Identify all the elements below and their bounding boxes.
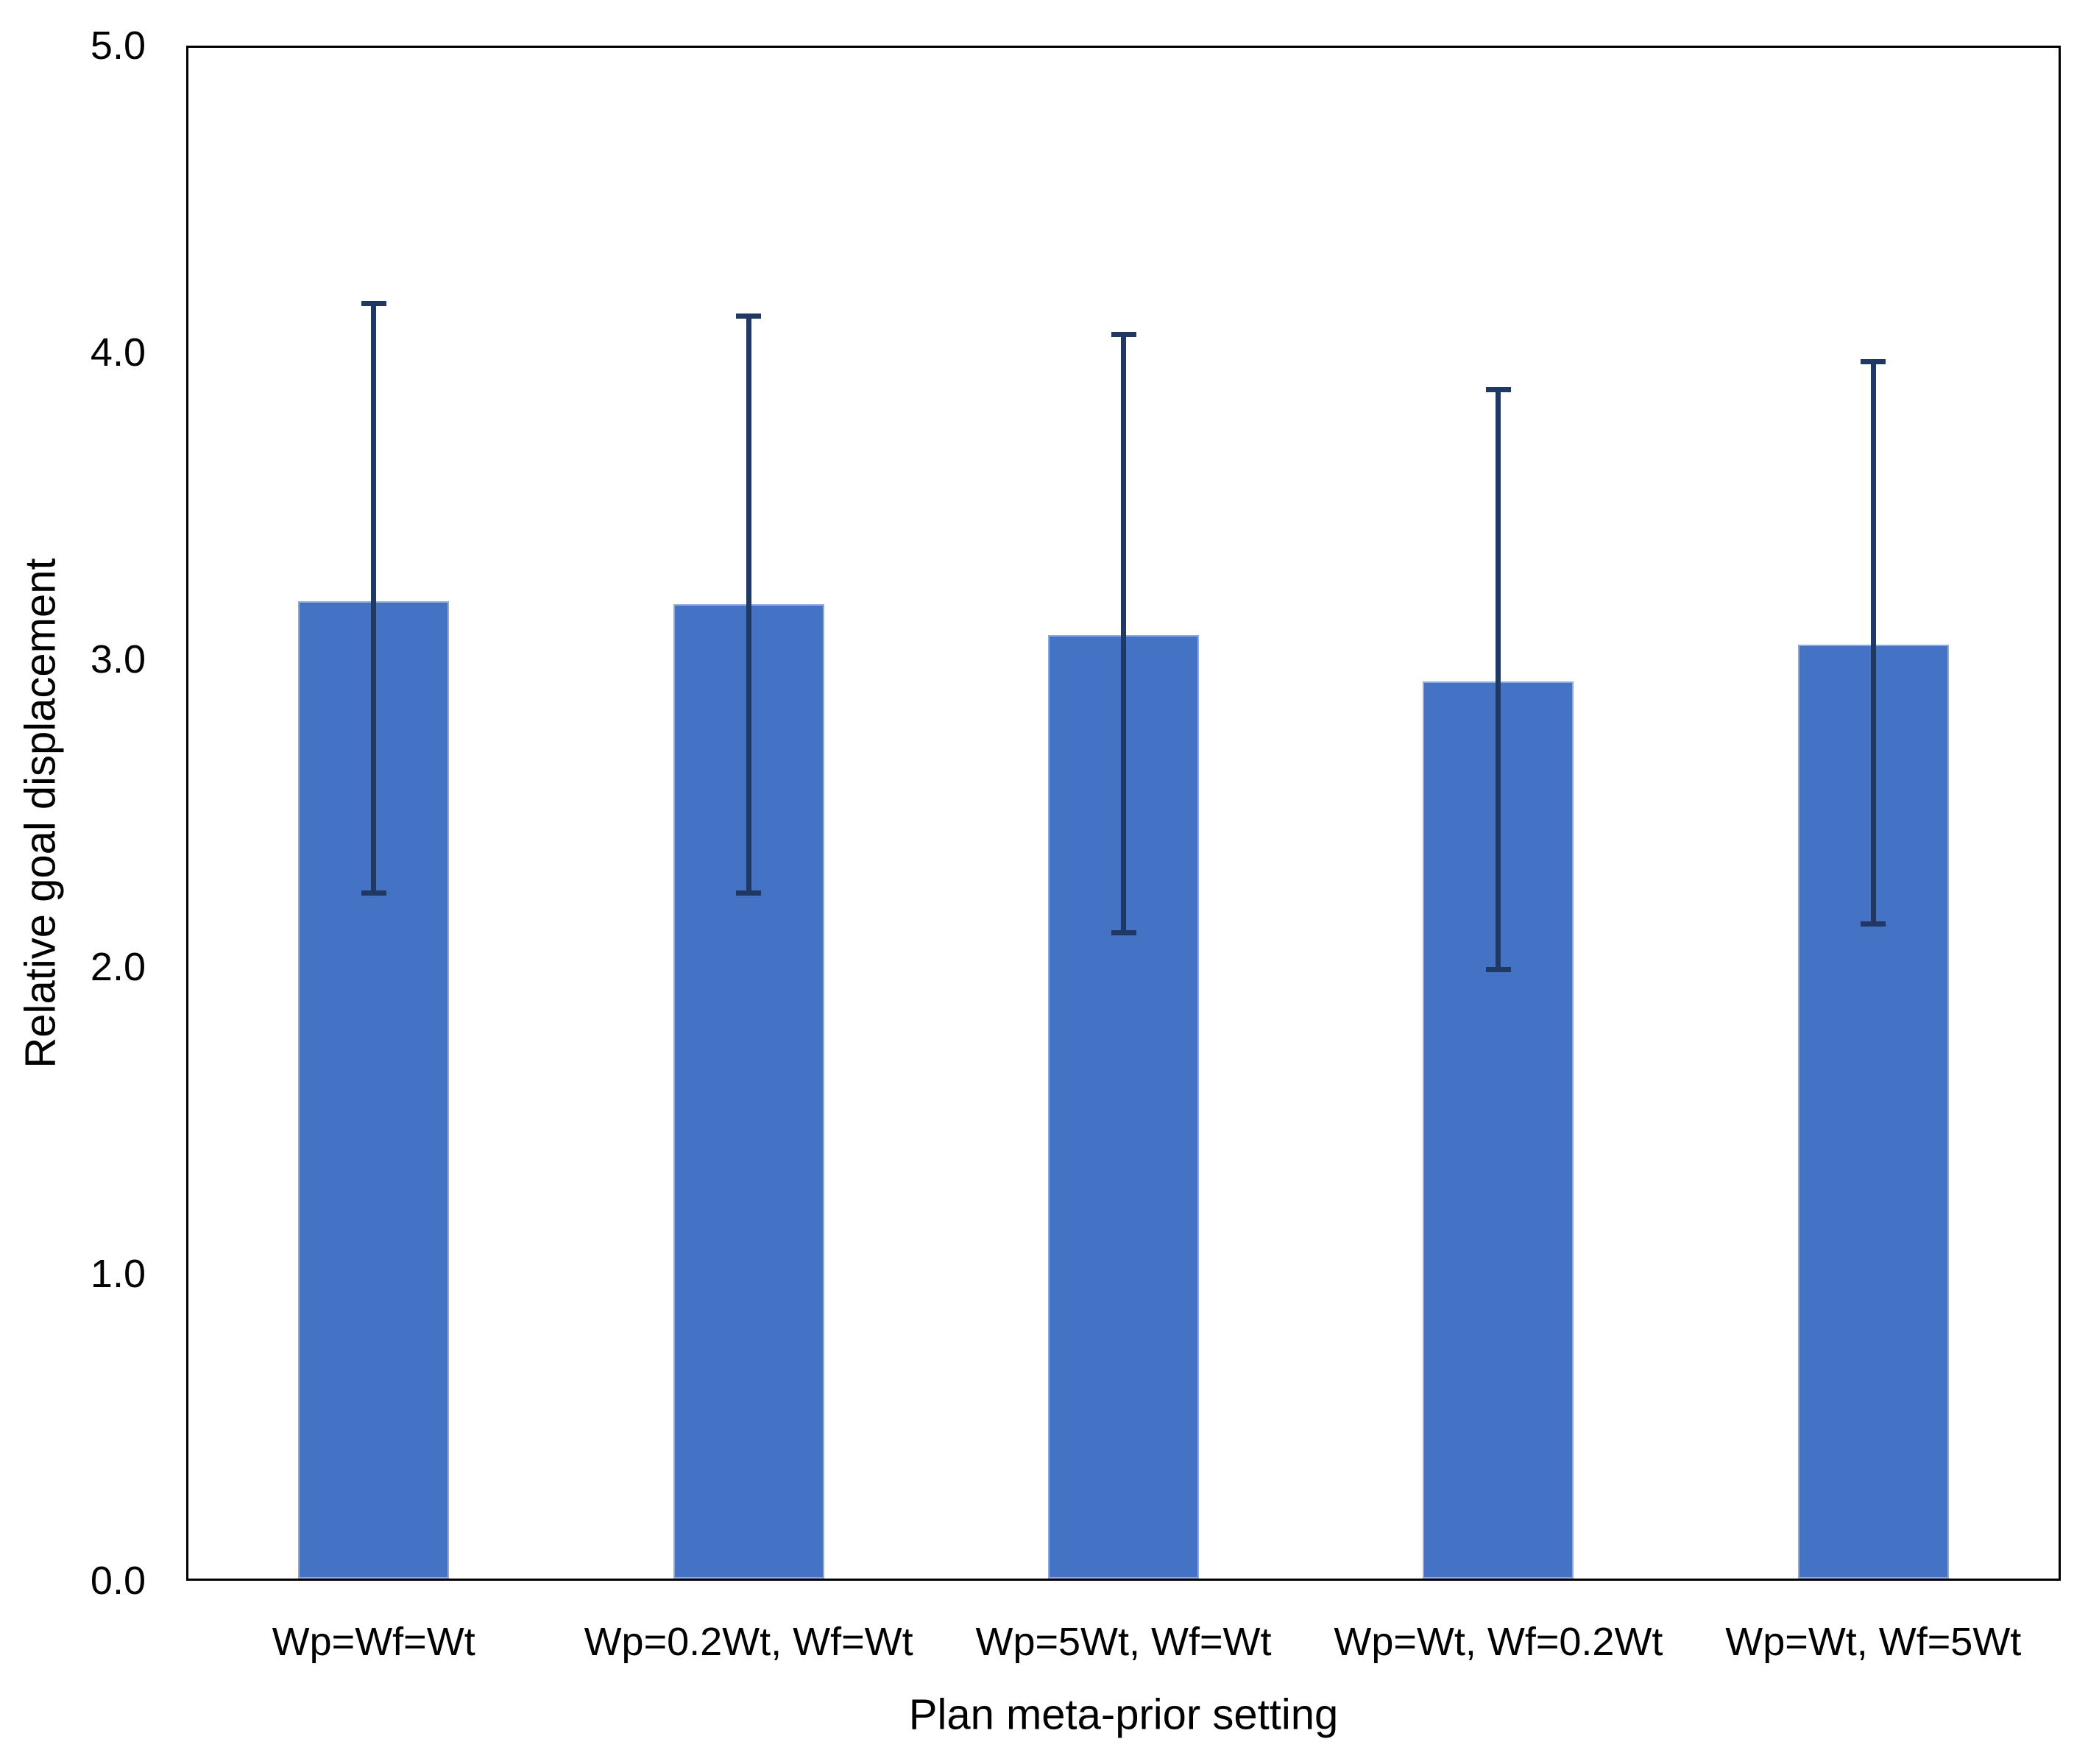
error-bar-cap [1485, 967, 1511, 973]
x-tick-label: Wp=Wt, Wf=5Wt [1725, 1620, 2022, 1664]
y-tick-label: 4.0 [90, 330, 146, 375]
y-tick-label: 2.0 [90, 944, 146, 989]
x-tick-label: Wp=0.2Wt, Wf=Wt [584, 1620, 913, 1664]
error-bar-cap [361, 890, 386, 896]
error-bar-line [1496, 389, 1501, 970]
bar [1048, 635, 1199, 1579]
y-tick-label: 5.0 [90, 24, 146, 68]
error-bar-cap [1861, 359, 1886, 365]
x-tick-label: Wp=5Wt, Wf=Wt [975, 1620, 1272, 1664]
x-tick-label: Wp=Wf=Wt [272, 1620, 475, 1664]
x-axis-title: Plan meta-prior setting [908, 1690, 1339, 1739]
error-bar-cap [736, 890, 762, 896]
error-bar-cap [1861, 921, 1886, 927]
y-tick-label: 1.0 [90, 1251, 146, 1296]
bar [1423, 681, 1574, 1579]
y-axis-title: Relative goal displacement [16, 558, 65, 1069]
y-tick-label: 3.0 [90, 637, 146, 682]
error-bar-line [746, 316, 751, 893]
error-bar-line [1870, 361, 1876, 924]
error-bar-cap [1111, 331, 1136, 337]
error-bar-cap [736, 313, 762, 319]
error-bar-cap [361, 300, 386, 306]
y-tick-label: 0.0 [90, 1559, 146, 1603]
error-bar-cap [1111, 930, 1136, 936]
error-bar-line [371, 303, 377, 893]
x-tick-label: Wp=Wt, Wf=0.2Wt [1334, 1620, 1663, 1664]
error-bar-line [1121, 334, 1126, 933]
error-bar-cap [1485, 386, 1511, 392]
